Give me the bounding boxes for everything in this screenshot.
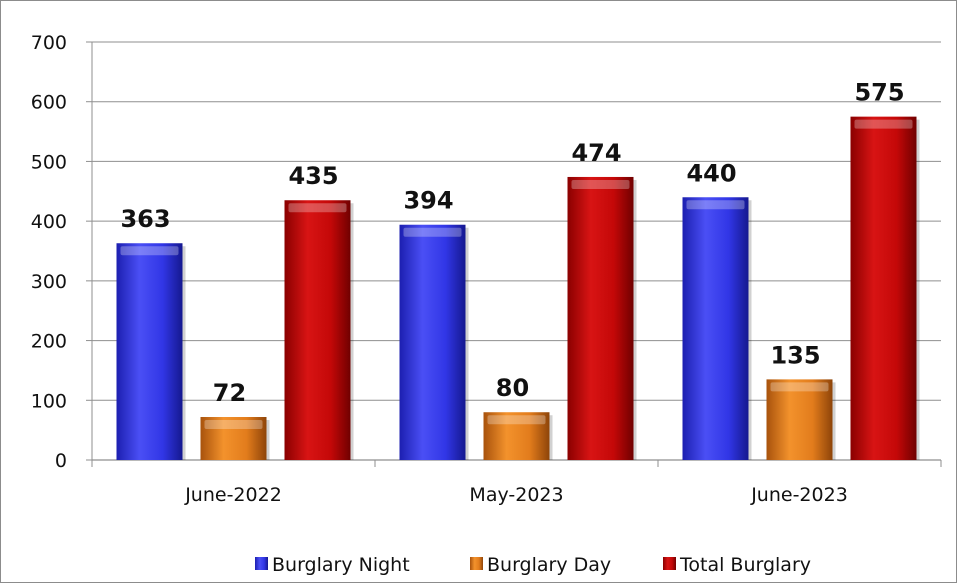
bar-total-burglary	[850, 116, 917, 461]
bar-burglary-day	[766, 379, 833, 460]
legend-swatch-burglary-night	[255, 557, 268, 570]
bar-highlight	[204, 420, 263, 430]
bar-highlight	[120, 246, 179, 256]
y-tick-label: 100	[31, 390, 67, 412]
y-tick-label: 700	[31, 32, 67, 54]
bar-highlight	[571, 179, 630, 189]
bar-burglary-night	[116, 243, 183, 460]
bar-burglary-day	[483, 412, 550, 460]
y-tick-label: 600	[31, 92, 67, 114]
data-labels: 363 72 435 394 80 474 440 135 575	[120, 79, 904, 407]
bars	[116, 116, 920, 461]
x-category-label: June-2022	[184, 484, 282, 506]
legend-swatch-burglary-day	[470, 557, 483, 570]
bar-highlight	[487, 415, 546, 425]
bar-highlight	[288, 203, 347, 213]
legend-label: Total Burglary	[679, 554, 811, 576]
y-tick-label: 500	[31, 151, 67, 173]
y-tick-label: 300	[31, 271, 67, 293]
bar-highlight	[770, 382, 829, 392]
y-tick-label: 400	[31, 211, 67, 233]
y-tick-label: 200	[31, 331, 67, 353]
data-label: 474	[571, 139, 621, 167]
bar-burglary-night	[399, 224, 466, 460]
x-category-label: May-2023	[469, 484, 563, 506]
gridlines	[92, 41, 941, 401]
bar-total-burglary	[567, 176, 634, 460]
data-label: 575	[854, 79, 904, 107]
bar-total-burglary	[284, 200, 351, 460]
data-label: 440	[686, 159, 736, 187]
data-label: 80	[496, 374, 529, 402]
legend-label: Burglary Day	[487, 554, 611, 576]
x-category-label: June-2023	[750, 484, 848, 506]
data-label: 394	[403, 187, 453, 215]
bar-burglary-night	[682, 197, 749, 460]
bar-highlight	[403, 227, 462, 237]
legend: Burglary Night Burglary Day Total Burglary	[255, 554, 811, 576]
legend-label: Burglary Night	[272, 554, 410, 576]
data-label: 435	[288, 162, 338, 190]
data-label: 135	[770, 341, 820, 369]
legend-swatch-total-burglary	[663, 557, 676, 570]
bar-highlight	[686, 200, 745, 210]
y-tick-label: 0	[55, 450, 67, 472]
bar-burglary-day	[200, 417, 267, 460]
data-label: 72	[213, 379, 246, 407]
data-label: 363	[120, 205, 170, 233]
bar-highlight	[854, 119, 913, 129]
